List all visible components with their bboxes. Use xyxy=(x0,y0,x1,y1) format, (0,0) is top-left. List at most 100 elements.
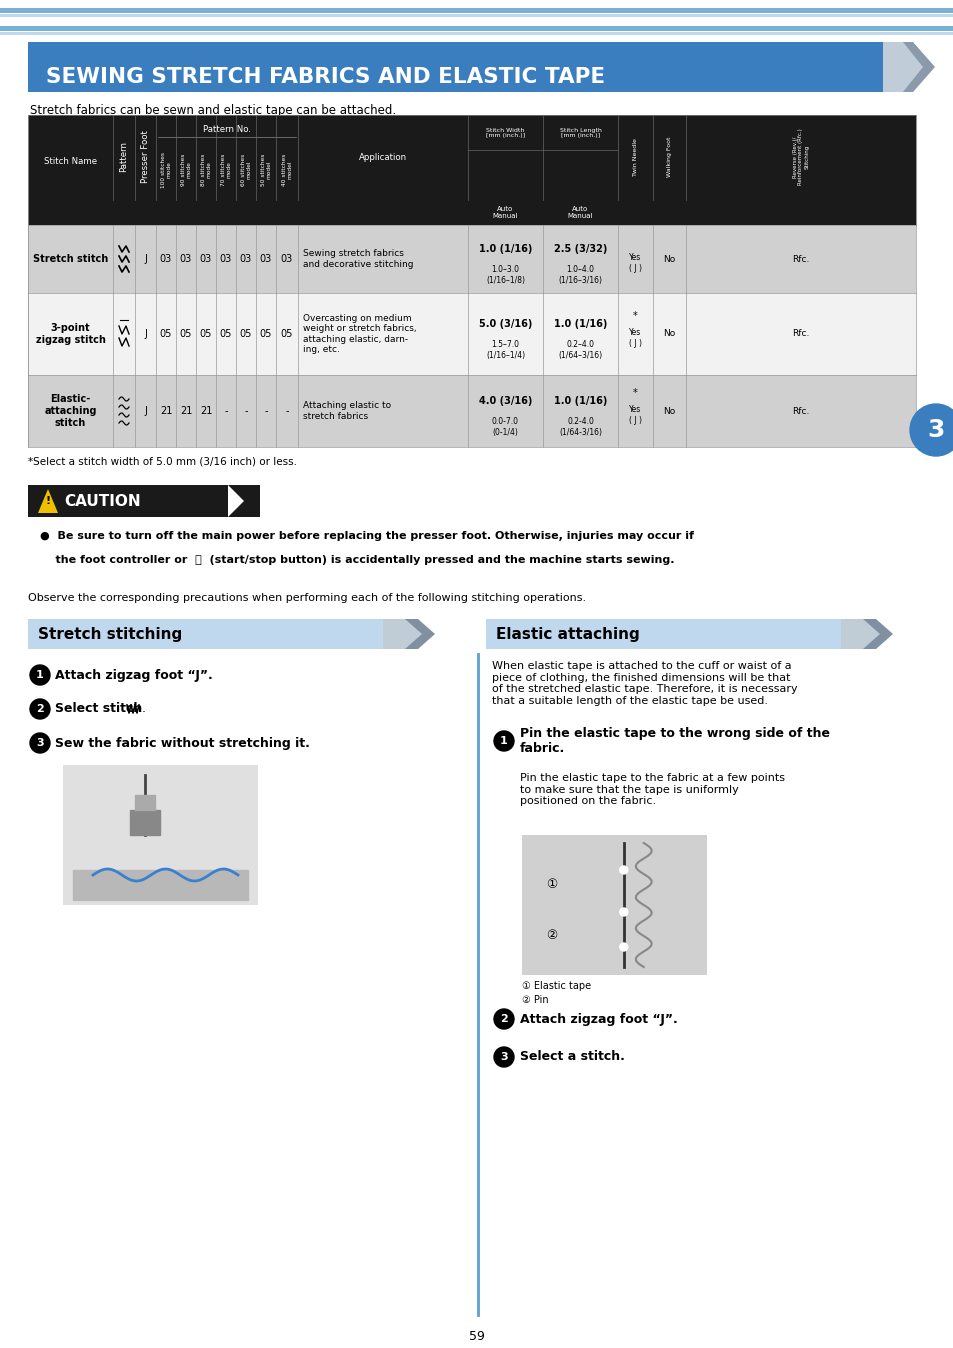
Text: Twin Needle: Twin Needle xyxy=(633,137,638,177)
Text: Walking Foot: Walking Foot xyxy=(666,136,671,177)
Text: Application: Application xyxy=(358,152,407,162)
Text: 05: 05 xyxy=(219,329,232,338)
Text: -: - xyxy=(264,406,268,417)
Text: .: . xyxy=(142,702,146,716)
Text: Attach zigzag foot “J”.: Attach zigzag foot “J”. xyxy=(55,669,213,682)
Text: Rfc.: Rfc. xyxy=(792,407,809,415)
Text: J: J xyxy=(144,253,147,264)
Text: 4.0 (3/16): 4.0 (3/16) xyxy=(478,396,532,406)
Text: No: No xyxy=(662,407,675,415)
Polygon shape xyxy=(382,619,435,648)
Polygon shape xyxy=(841,619,892,648)
Text: 2: 2 xyxy=(499,1014,507,1024)
Text: 21: 21 xyxy=(179,406,192,417)
Text: Select stitch: Select stitch xyxy=(55,702,142,716)
Bar xyxy=(134,795,154,810)
Bar xyxy=(0,32,953,35)
Text: 1.0–3.0
(1/16–1/8): 1.0–3.0 (1/16–1/8) xyxy=(485,266,524,284)
Polygon shape xyxy=(228,485,260,518)
Text: 50 stitches
model: 50 stitches model xyxy=(260,154,271,186)
Text: Stitch Width
[mm (inch.)]: Stitch Width [mm (inch.)] xyxy=(485,128,524,139)
Bar xyxy=(28,115,915,225)
Circle shape xyxy=(619,865,627,874)
Text: 3: 3 xyxy=(926,418,943,442)
Text: 3: 3 xyxy=(36,737,44,748)
Text: 05: 05 xyxy=(199,329,212,338)
Bar xyxy=(0,13,953,18)
Text: 1: 1 xyxy=(36,670,44,679)
Text: 1.5–7.0
(1/16–1/4): 1.5–7.0 (1/16–1/4) xyxy=(485,340,524,360)
Text: No: No xyxy=(662,329,675,338)
Text: *Select a stitch width of 5.0 mm (3/16 inch) or less.: *Select a stitch width of 5.0 mm (3/16 i… xyxy=(28,457,296,466)
Text: Rfc.: Rfc. xyxy=(792,329,809,338)
Text: Presser Foot: Presser Foot xyxy=(141,131,150,183)
Text: J: J xyxy=(144,329,147,338)
Text: 05: 05 xyxy=(239,329,252,338)
Bar xyxy=(28,520,915,580)
Text: Observe the corresponding precautions when performing each of the following stit: Observe the corresponding precautions wh… xyxy=(28,593,585,603)
Text: *: * xyxy=(633,388,638,398)
Bar xyxy=(28,375,915,448)
Bar xyxy=(521,834,706,975)
Text: Sew the fabric without stretching it.: Sew the fabric without stretching it. xyxy=(55,736,310,749)
Text: Auto
Manual: Auto Manual xyxy=(493,206,517,218)
Text: Yes
( J ): Yes ( J ) xyxy=(628,406,641,425)
Text: Stitch Length
[mm (inch.)]: Stitch Length [mm (inch.)] xyxy=(559,128,600,139)
Bar xyxy=(28,485,228,518)
Text: SEWING STRETCH FABRICS AND ELASTIC TAPE: SEWING STRETCH FABRICS AND ELASTIC TAPE xyxy=(46,67,604,88)
Text: 40 stitches
model: 40 stitches model xyxy=(281,154,292,186)
Text: *: * xyxy=(633,311,638,321)
Circle shape xyxy=(30,733,50,754)
Text: 03: 03 xyxy=(160,253,172,264)
Circle shape xyxy=(30,665,50,685)
Bar xyxy=(130,810,160,834)
Text: 03: 03 xyxy=(259,253,272,264)
Polygon shape xyxy=(38,489,58,514)
Text: ② Pin: ② Pin xyxy=(521,995,548,1006)
Text: -: - xyxy=(244,406,248,417)
Text: -: - xyxy=(285,406,289,417)
Text: ②: ② xyxy=(546,929,558,942)
Text: Stretch stitching: Stretch stitching xyxy=(38,627,182,642)
Text: 03: 03 xyxy=(219,253,232,264)
Text: Stretch stitch: Stretch stitch xyxy=(32,253,108,264)
Text: 70 stitches
mode: 70 stitches mode xyxy=(220,154,232,186)
Text: Pin the elastic tape to the wrong side of the
fabric.: Pin the elastic tape to the wrong side o… xyxy=(519,727,829,755)
Bar xyxy=(28,42,882,92)
Text: 03: 03 xyxy=(239,253,252,264)
Text: Rfc.: Rfc. xyxy=(792,255,809,263)
Text: Pin the elastic tape to the fabric at a few points
to make sure that the tape is: Pin the elastic tape to the fabric at a … xyxy=(519,772,784,806)
Text: Pattern: Pattern xyxy=(119,142,129,173)
Bar xyxy=(485,619,841,648)
Text: Attaching elastic to
stretch fabrics: Attaching elastic to stretch fabrics xyxy=(303,402,391,421)
Polygon shape xyxy=(382,619,421,648)
Text: 3: 3 xyxy=(499,1051,507,1062)
Text: 0.2–4.0
(1/64–3/16): 0.2–4.0 (1/64–3/16) xyxy=(558,340,602,360)
Polygon shape xyxy=(841,619,879,648)
Text: J: J xyxy=(144,406,147,417)
Circle shape xyxy=(909,404,953,456)
Polygon shape xyxy=(73,869,248,900)
Text: Stitch Name: Stitch Name xyxy=(44,158,97,167)
Bar xyxy=(28,225,915,293)
Text: 03: 03 xyxy=(200,253,212,264)
Text: Yes
( J ): Yes ( J ) xyxy=(628,329,641,348)
Text: 03: 03 xyxy=(180,253,192,264)
Text: 0.2-4.0
(1/64-3/16): 0.2-4.0 (1/64-3/16) xyxy=(558,418,601,437)
Text: 3-point
zigzag stitch: 3-point zigzag stitch xyxy=(35,324,106,345)
Text: ① Elastic tape: ① Elastic tape xyxy=(521,981,591,991)
Text: 21: 21 xyxy=(199,406,212,417)
Text: 59: 59 xyxy=(469,1330,484,1344)
Text: 5.0 (3/16): 5.0 (3/16) xyxy=(478,319,532,329)
Text: 80 stitches
mode: 80 stitches mode xyxy=(200,154,212,186)
Bar xyxy=(0,26,953,31)
Text: 2: 2 xyxy=(36,704,44,714)
Polygon shape xyxy=(882,42,923,92)
Text: Auto
Manual: Auto Manual xyxy=(567,206,593,218)
Text: Attach zigzag foot “J”.: Attach zigzag foot “J”. xyxy=(519,1012,677,1026)
Text: 05: 05 xyxy=(280,329,293,338)
Bar xyxy=(0,8,953,13)
Text: -: - xyxy=(224,406,228,417)
Text: 1.0–4.0
(1/16–3/16): 1.0–4.0 (1/16–3/16) xyxy=(558,266,602,284)
Text: 03: 03 xyxy=(280,253,293,264)
